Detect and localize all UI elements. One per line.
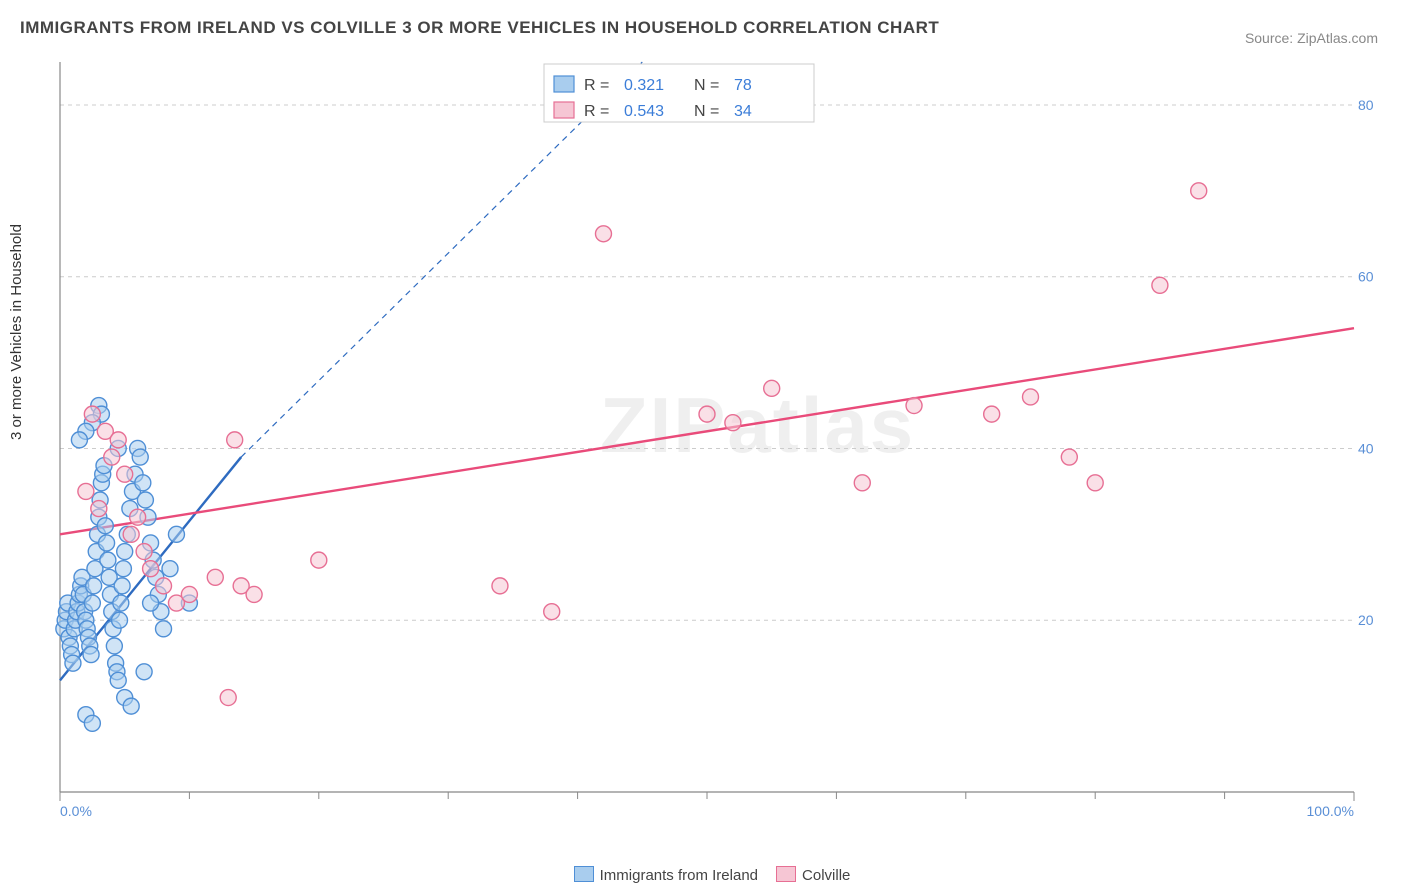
legend-swatch xyxy=(574,866,594,882)
data-point xyxy=(162,561,178,577)
data-point xyxy=(110,672,126,688)
y-tick-label: 40.0% xyxy=(1358,440,1374,456)
data-point xyxy=(544,604,560,620)
data-point xyxy=(106,638,122,654)
legend-r-value: 0.321 xyxy=(624,77,664,94)
data-point xyxy=(168,526,184,542)
data-point xyxy=(906,398,922,414)
legend-n-value: 34 xyxy=(734,103,752,120)
data-point xyxy=(117,544,133,560)
legend-swatch xyxy=(776,866,796,882)
data-point xyxy=(84,715,100,731)
data-point xyxy=(86,578,102,594)
legend-r-value: 0.543 xyxy=(624,103,664,120)
data-point xyxy=(1023,389,1039,405)
data-point xyxy=(136,544,152,560)
legend-r-label: R = xyxy=(584,77,609,94)
x-tick-label: 100.0% xyxy=(1307,803,1354,819)
data-point xyxy=(311,552,327,568)
legend-n-label: N = xyxy=(694,77,719,94)
legend-swatch xyxy=(554,102,574,118)
data-point xyxy=(220,690,236,706)
data-point xyxy=(227,432,243,448)
data-point xyxy=(246,586,262,602)
data-point xyxy=(1152,277,1168,293)
legend-label: Immigrants from Ireland xyxy=(600,867,758,884)
data-point xyxy=(115,561,131,577)
data-point xyxy=(100,552,116,568)
data-point xyxy=(104,449,120,465)
trend-line xyxy=(60,328,1354,534)
data-point xyxy=(181,586,197,602)
series-legend: Immigrants from Ireland Colville xyxy=(0,866,1406,884)
data-point xyxy=(117,466,133,482)
data-point xyxy=(123,698,139,714)
data-point xyxy=(84,595,100,611)
y-tick-label: 20.0% xyxy=(1358,612,1374,628)
data-point xyxy=(71,432,87,448)
data-point xyxy=(492,578,508,594)
data-point xyxy=(156,621,172,637)
data-point xyxy=(699,406,715,422)
legend-n-value: 78 xyxy=(734,77,752,94)
data-point xyxy=(112,612,128,628)
data-point xyxy=(123,526,139,542)
y-axis-label: 3 or more Vehicles in Household xyxy=(8,224,25,440)
legend-n-label: N = xyxy=(694,103,719,120)
data-point xyxy=(1191,183,1207,199)
legend-r-label: R = xyxy=(584,103,609,120)
data-point xyxy=(65,655,81,671)
x-tick-label: 0.0% xyxy=(60,803,92,819)
y-tick-label: 60.0% xyxy=(1358,269,1374,285)
data-point xyxy=(984,406,1000,422)
data-point xyxy=(114,578,130,594)
data-point xyxy=(83,647,99,663)
data-point xyxy=(137,492,153,508)
data-point xyxy=(156,578,172,594)
data-point xyxy=(136,664,152,680)
data-point xyxy=(135,475,151,491)
scatter-plot: 20.0% 40.0% 60.0% 80.0% 0.0% 100.0% R = 0.321 N … xyxy=(54,52,1374,822)
data-point xyxy=(764,380,780,396)
data-point xyxy=(1061,449,1077,465)
data-point xyxy=(132,449,148,465)
y-tick-label: 80.0% xyxy=(1358,97,1374,113)
data-point xyxy=(1087,475,1103,491)
data-point xyxy=(91,501,107,517)
chart-title: IMMIGRANTS FROM IRELAND VS COLVILLE 3 OR… xyxy=(20,18,939,38)
data-point xyxy=(78,483,94,499)
data-point xyxy=(595,226,611,242)
data-point xyxy=(854,475,870,491)
data-point xyxy=(143,561,159,577)
data-point xyxy=(143,595,159,611)
data-point xyxy=(130,509,146,525)
data-point xyxy=(207,569,223,585)
legend-swatch xyxy=(554,76,574,92)
legend-label: Colville xyxy=(802,867,850,884)
data-point xyxy=(99,535,115,551)
data-point xyxy=(110,432,126,448)
data-point xyxy=(84,406,100,422)
data-point xyxy=(725,415,741,431)
data-point xyxy=(97,518,113,534)
data-point xyxy=(113,595,129,611)
source-label: Source: ZipAtlas.com xyxy=(1245,30,1378,46)
